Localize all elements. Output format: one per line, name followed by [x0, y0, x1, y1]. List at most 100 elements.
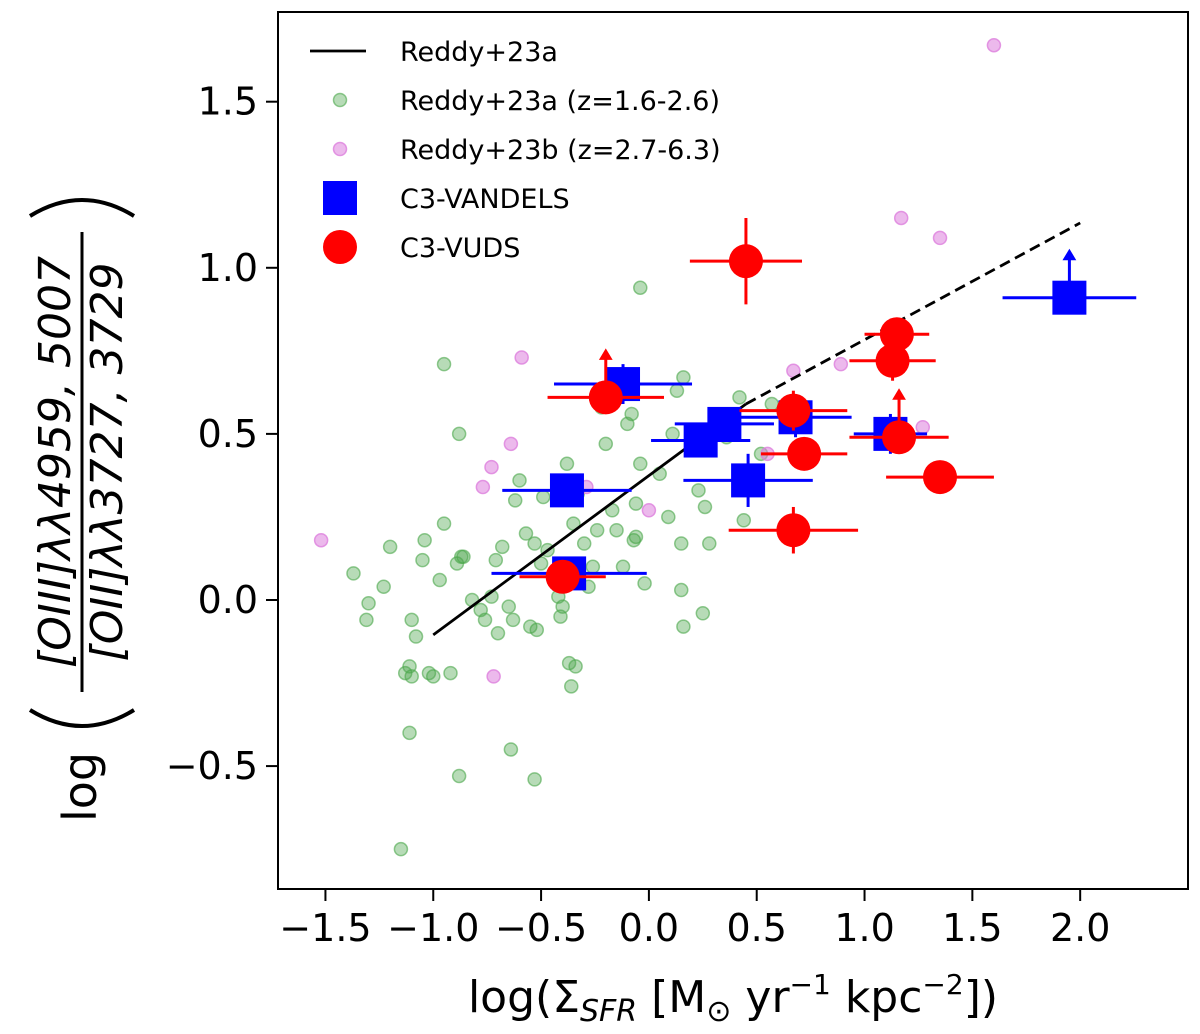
- reddy23a-point: [408, 629, 424, 644]
- reddy23b-point: [484, 459, 499, 475]
- x-tick-label: −0.5: [495, 906, 587, 950]
- reddy23a-point: [673, 536, 689, 551]
- reddy23a-point: [661, 509, 676, 525]
- reddy23a-point: [432, 572, 447, 588]
- y-label-denominator: [OII]λλ3727, 3729: [82, 263, 133, 662]
- vandels-point: [1052, 280, 1087, 315]
- reddy23a-point: [628, 529, 644, 545]
- y-tick-label: 1.5: [198, 80, 258, 124]
- vandels-point: [549, 473, 584, 508]
- reddy23a-point: [451, 768, 467, 784]
- reddy23a-point: [415, 552, 430, 568]
- reddy23a-point: [736, 513, 752, 528]
- vuds-limit-arrowhead: [892, 388, 906, 400]
- y-tick-label: −0.5: [166, 744, 258, 788]
- reddy23b-point: [503, 436, 519, 452]
- reddy23a-point: [404, 612, 419, 628]
- reddy23a-point: [527, 772, 542, 787]
- reddy23a-point: [456, 549, 471, 565]
- reddy23a-point: [615, 559, 631, 575]
- reddy23a-point: [501, 599, 516, 614]
- reddy23a-point: [633, 456, 648, 472]
- reddy23a-point: [691, 483, 706, 498]
- legend-green-symbol: [332, 92, 348, 108]
- reddy23a-point: [568, 659, 583, 674]
- legend-label: Reddy+23a: [400, 37, 558, 68]
- legend-label: Reddy+23b (z=2.7-6.3): [400, 135, 721, 166]
- reddy23a-point: [495, 539, 510, 555]
- reddy23a-point: [346, 566, 361, 581]
- reddy23a-point: [673, 582, 689, 598]
- reddy23b-point: [893, 210, 909, 226]
- vuds-point: [776, 393, 811, 428]
- reddy23a-point: [477, 612, 493, 628]
- legend-square-symbol: [323, 181, 357, 215]
- reddy23b-point: [486, 669, 501, 684]
- vuds-point: [728, 244, 763, 279]
- x-tick-label: 0.5: [727, 906, 787, 950]
- y-label-numerator: [OIII]λλ4959, 5007: [30, 256, 81, 668]
- reddy23a-point: [488, 552, 504, 568]
- x-tick-label: 2.0: [1050, 906, 1110, 950]
- y-tick-label: 0.5: [198, 412, 258, 456]
- reddy23a-point: [555, 599, 570, 614]
- vuds-point: [776, 513, 811, 548]
- reddy23a-point: [697, 499, 713, 515]
- reddy23a-point: [628, 496, 644, 511]
- reddy23a-point: [676, 619, 691, 634]
- reddy23a-point: [702, 536, 717, 551]
- reddy23a-point: [436, 516, 452, 531]
- legend-label: C3-VANDELS: [400, 184, 570, 215]
- reddy23a-point: [624, 406, 639, 422]
- reddy23a-point: [585, 559, 601, 575]
- reddy23b-point: [833, 356, 849, 372]
- reddy23a-point: [426, 669, 441, 684]
- reddy23a-point: [589, 522, 605, 538]
- reddy23a-point: [695, 606, 711, 621]
- x-tick-label: 0.0: [619, 906, 679, 950]
- legend: Reddy+23a Reddy+23a (z=1.6-2.6) Reddy+23b …: [310, 37, 721, 264]
- reddy23a-point: [665, 426, 680, 442]
- reddy23a-point: [361, 596, 376, 611]
- reddy23a-point: [633, 280, 648, 295]
- vandels-point: [731, 463, 766, 498]
- x-tick-label: −1.5: [279, 906, 371, 950]
- reddy23a-point: [676, 370, 691, 385]
- x-tick-label: 1.0: [834, 906, 894, 950]
- plot-frame: [277, 11, 1189, 890]
- reddy23a-point: [564, 679, 579, 694]
- vuds-point: [875, 343, 910, 378]
- x-tick-label: 1.5: [942, 906, 1002, 950]
- reddy-relation-dashed-line: [745, 221, 1081, 406]
- reddy23a-point: [359, 612, 374, 628]
- reddy23a-point: [535, 489, 551, 505]
- reddy23a-point: [518, 526, 534, 541]
- vandels-limit-arrowhead: [1062, 248, 1077, 261]
- reddy23a-point: [503, 742, 519, 757]
- vandels-point: [707, 406, 742, 441]
- reddy23b-point: [514, 350, 529, 365]
- reddy23a-point: [393, 841, 409, 857]
- reddy23a-point: [451, 426, 467, 442]
- vuds-point: [588, 380, 623, 415]
- reddy23a-point: [490, 625, 506, 641]
- reddy23a-point: [402, 725, 417, 741]
- reddy23b-point: [986, 37, 1002, 53]
- reddy23a-point: [417, 532, 432, 548]
- reddy23a-point: [669, 383, 685, 398]
- legend-violet-symbol: [332, 141, 348, 157]
- reddy23b-point: [475, 479, 491, 495]
- legend-label: C3-VUDS: [400, 233, 520, 264]
- y-tick-label: 1.0: [198, 246, 258, 290]
- reddy23a-point: [637, 576, 652, 591]
- reddy23a-point: [732, 390, 747, 405]
- y-axis-label: log [OIII]λλ4959, 5007 [OII]λλ3727, 3729: [28, 198, 136, 822]
- legend-label: Reddy+23a (z=1.6-2.6): [400, 86, 720, 117]
- vuds-point: [923, 460, 958, 495]
- vuds-point: [545, 559, 580, 594]
- reddy23a-point: [512, 473, 527, 488]
- reddy23b-point: [915, 419, 931, 435]
- y-tick-label: 0.0: [198, 578, 258, 622]
- reddy23a-point: [382, 539, 398, 555]
- reddy23a-point: [559, 456, 575, 472]
